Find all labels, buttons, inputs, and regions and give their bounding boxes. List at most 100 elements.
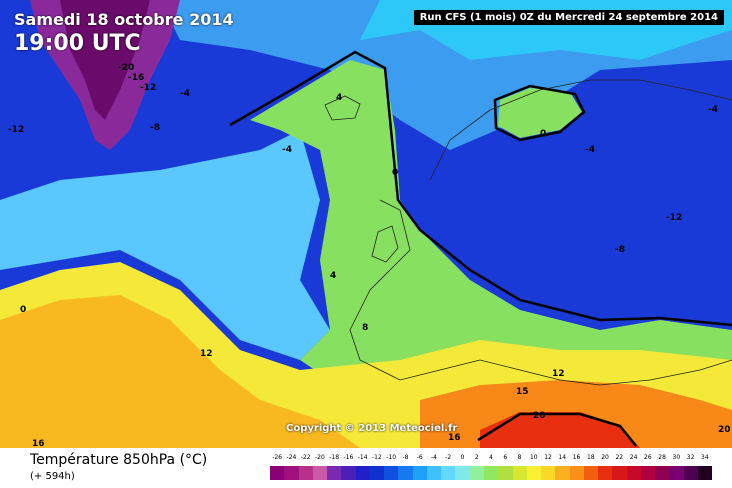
scandinavia-zero-line xyxy=(493,84,586,142)
color-swatch xyxy=(697,466,713,480)
scale-tick-label: -16 xyxy=(343,454,354,461)
isotherm-label: 20 xyxy=(533,411,546,421)
scale-tick-label: -10 xyxy=(386,454,397,461)
isotherm-label: -4 xyxy=(180,89,190,99)
isotherm-label: -8 xyxy=(150,123,160,133)
isotherm-label: -4 xyxy=(282,145,292,155)
color-swatch xyxy=(583,466,599,480)
color-swatch xyxy=(569,466,584,480)
color-swatch xyxy=(284,466,299,480)
africa-twenty-line xyxy=(477,412,637,447)
coastline-uk xyxy=(371,225,399,263)
color-swatch xyxy=(541,466,556,480)
greenland-inner-core xyxy=(60,0,150,120)
atlantic-light-blue xyxy=(0,130,330,360)
scale-tick-label: 4 xyxy=(489,454,493,461)
color-swatch xyxy=(483,466,499,480)
isotherm-label: -12 xyxy=(140,83,156,93)
scale-tick-label: 14 xyxy=(558,454,567,461)
copyright-notice: Copyright © 2013 Meteociel.fr xyxy=(286,423,458,434)
scale-tick-label: 0 xyxy=(460,454,465,461)
scale-tick-label: 6 xyxy=(503,454,508,461)
coastline-iceland xyxy=(324,95,361,121)
scale-tick-label: 26 xyxy=(644,454,652,461)
color-swatch xyxy=(441,466,456,480)
coastline-scandinavia xyxy=(429,79,732,181)
color-scale-bar xyxy=(270,466,713,480)
color-swatch xyxy=(640,466,656,480)
scandinavia-green-blob xyxy=(498,88,582,138)
scale-tick-label: 12 xyxy=(544,454,552,461)
isotherm-label: 4 xyxy=(330,271,336,281)
color-swatch xyxy=(626,466,641,480)
coastline-europe xyxy=(349,199,732,386)
isotherm-label: -12 xyxy=(8,125,24,135)
color-swatch xyxy=(655,466,670,480)
isotherm-label: 8 xyxy=(362,323,368,333)
scale-tick-label: 18 xyxy=(586,454,595,461)
isotherm-label: 12 xyxy=(552,369,565,379)
model-run-info: Run CFS (1 mois) 0Z du Mercredi 24 septe… xyxy=(413,10,724,25)
color-swatch xyxy=(526,466,542,480)
color-swatch xyxy=(426,466,442,480)
color-swatch xyxy=(298,466,313,480)
isotherm-label: 16 xyxy=(448,433,461,443)
scale-tick-label: -12 xyxy=(372,454,382,461)
scale-tick-label: -20 xyxy=(314,454,325,461)
isotherm-label: 0 xyxy=(392,168,398,178)
scale-tick-label: 30 xyxy=(672,454,681,461)
isotherm-label: -20 xyxy=(118,63,134,73)
scale-tick-label: 28 xyxy=(658,454,666,461)
scale-tick-label: -26 xyxy=(272,454,283,461)
color-swatch xyxy=(469,466,484,480)
isotherm-label: -8 xyxy=(615,245,625,255)
color-swatch xyxy=(498,466,513,480)
color-swatch xyxy=(598,466,613,480)
color-swatch xyxy=(398,466,413,480)
scale-tick-label: -2 xyxy=(445,454,452,461)
scale-tick-label: 34 xyxy=(701,454,709,461)
isotherm-label: -12 xyxy=(666,213,682,223)
warm-zone-orange xyxy=(0,295,360,448)
color-swatch xyxy=(384,466,399,480)
color-swatch xyxy=(341,466,356,480)
isotherm-label: 12 xyxy=(200,349,213,359)
scale-tick-label: 24 xyxy=(629,454,638,461)
isotherm-label: 4 xyxy=(336,93,342,103)
color-swatch xyxy=(512,466,527,480)
isotherm-label: -4 xyxy=(708,105,718,115)
color-swatch xyxy=(612,466,627,480)
color-swatch xyxy=(555,466,570,480)
scale-tick-label: 16 xyxy=(572,454,581,461)
color-swatch xyxy=(312,466,328,480)
forecast-time: 19:00 UTC xyxy=(14,31,141,56)
warm-tongue-green xyxy=(250,60,732,380)
color-swatch xyxy=(327,466,342,480)
isotherm-zero-line xyxy=(229,50,732,327)
scale-tick-label: 22 xyxy=(615,454,624,461)
isotherm-label: -16 xyxy=(128,73,144,83)
isotherm-label: 0 xyxy=(20,305,26,315)
temperature-map: -20-16-12-12 -8-4-4400-4-4-12-84081212152… xyxy=(0,0,732,448)
scale-tick-label: -6 xyxy=(416,454,423,461)
scale-tick-label: -14 xyxy=(357,454,368,461)
isotherm-label: 0 xyxy=(540,129,546,139)
color-swatch xyxy=(412,466,427,480)
color-swatch xyxy=(355,466,370,480)
scale-tick-label: 10 xyxy=(529,454,538,461)
color-scale-ticks: -26 -24 -22 -20 -18 -16 -14 -12 -10 -8 -6 -4 -2 0 2 4 6 8… xyxy=(270,454,712,464)
legend-footer: Température 850hPa (°C) (+ 594h) -26 -24-… xyxy=(0,448,732,488)
color-scale: -26 -24 -22 -20 -18 -16 -14 -12 -10 -8 -6 -4 -2 0 2 4 6 8… xyxy=(270,454,713,484)
scale-tick-label: 2 xyxy=(474,454,479,461)
scale-tick-label: -4 xyxy=(430,454,437,461)
scale-tick-label: -24 xyxy=(286,454,297,461)
scale-tick-label: -22 xyxy=(300,454,311,461)
scale-tick-label: 8 xyxy=(517,454,522,461)
forecast-horizon: (+ 594h) xyxy=(30,471,75,482)
scale-tick-label: 32 xyxy=(686,454,695,461)
color-swatch xyxy=(683,466,698,480)
color-swatch xyxy=(369,466,385,480)
scale-tick-label: 20 xyxy=(601,454,609,461)
color-swatch xyxy=(455,466,470,480)
